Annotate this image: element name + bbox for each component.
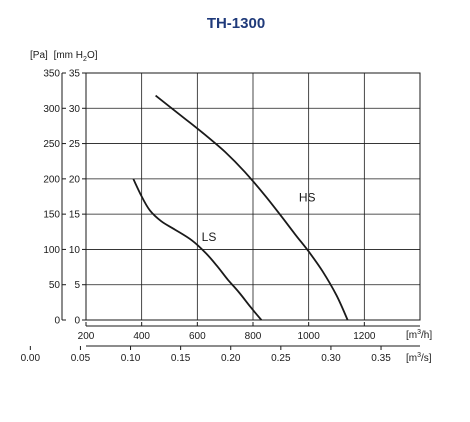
series-line-ls bbox=[132, 178, 263, 321]
x-secondary-tick-label: 0.35 bbox=[371, 353, 391, 364]
y-inner-tick-label: 5 bbox=[74, 280, 80, 291]
x-primary-tick-label: 400 bbox=[133, 331, 150, 342]
y-axis-inner-unit-b: O] bbox=[87, 50, 98, 61]
y-axis-inner-unit-a: [mm H bbox=[54, 50, 83, 61]
y-inner-tick-label: 10 bbox=[69, 245, 81, 256]
x-primary-tick-label: 1200 bbox=[353, 331, 376, 342]
x-secondary-tick-label: 0.15 bbox=[171, 353, 191, 364]
y-outer-tick-label: 350 bbox=[43, 69, 60, 80]
y-axis-outer-unit: [Pa] bbox=[30, 50, 48, 61]
y-outer-tick-label: 0 bbox=[54, 316, 60, 327]
y-axis-inner-ticks: 0 5 10 15 20 25 30 35 bbox=[69, 69, 86, 327]
x-secondary-unit-a: [m bbox=[406, 353, 417, 364]
y-axis-outer-ticks: 0 50 100 150 200 250 300 350 bbox=[43, 69, 66, 327]
x-secondary-tick-label: 0.20 bbox=[221, 353, 241, 364]
x-primary-unit-b: /h] bbox=[421, 330, 432, 341]
x-primary-unit-a: [m bbox=[406, 330, 417, 341]
y-outer-tick-label: 300 bbox=[43, 104, 60, 115]
y-outer-tick-label: 100 bbox=[43, 245, 60, 256]
x-secondary-tick-label: 0.00 bbox=[21, 353, 41, 364]
y-inner-tick-label: 15 bbox=[69, 210, 81, 221]
x-axis-primary-ticks: 200 400 600 800 1000 1200 bbox=[78, 322, 420, 342]
x-axis-secondary-ticks: 0.00 0.05 0.10 0.15 0.20 0.25 0.30 0.35 bbox=[21, 345, 420, 364]
x-secondary-unit-sup: 3 bbox=[417, 352, 421, 359]
x-secondary-tick-label: 0.10 bbox=[121, 353, 141, 364]
series-layer: HS LS bbox=[132, 94, 349, 321]
y-outer-tick-label: 150 bbox=[43, 210, 60, 221]
y-outer-tick-label: 200 bbox=[43, 174, 60, 185]
series-line-hs bbox=[155, 94, 349, 321]
x-primary-tick-label: 1000 bbox=[298, 331, 321, 342]
x-primary-unit-sup: 3 bbox=[417, 329, 421, 336]
x-secondary-tick-label: 0.25 bbox=[271, 353, 291, 364]
x-secondary-unit-b: /s] bbox=[421, 353, 432, 364]
y-inner-tick-label: 25 bbox=[69, 139, 81, 150]
x-primary-tick-label: 600 bbox=[189, 331, 206, 342]
x-secondary-tick-label: 0.05 bbox=[71, 353, 91, 364]
y-inner-tick-label: 35 bbox=[69, 69, 81, 80]
y-inner-tick-label: 20 bbox=[69, 174, 81, 185]
y-inner-tick-label: 30 bbox=[69, 104, 81, 115]
grid bbox=[85, 72, 421, 321]
y-outer-tick-label: 250 bbox=[43, 139, 60, 150]
chart-title: TH-1300 bbox=[207, 15, 265, 32]
x-secondary-tick-label: 0.30 bbox=[321, 353, 341, 364]
x-axis-primary-unit: [m3/h] bbox=[406, 329, 432, 341]
y-outer-tick-label: 50 bbox=[49, 280, 61, 291]
x-primary-tick-label: 800 bbox=[245, 331, 262, 342]
x-primary-tick-label: 200 bbox=[78, 331, 95, 342]
y-axis-label: [Pa] [mm H2O] bbox=[30, 50, 98, 63]
y-axis-inner-unit-sub: 2 bbox=[83, 56, 87, 63]
series-label-ls: LS bbox=[202, 230, 217, 244]
series-label-hs: HS bbox=[299, 191, 316, 205]
y-inner-tick-label: 0 bbox=[74, 316, 80, 327]
x-axis-secondary-unit: [m3/s] bbox=[406, 352, 432, 364]
